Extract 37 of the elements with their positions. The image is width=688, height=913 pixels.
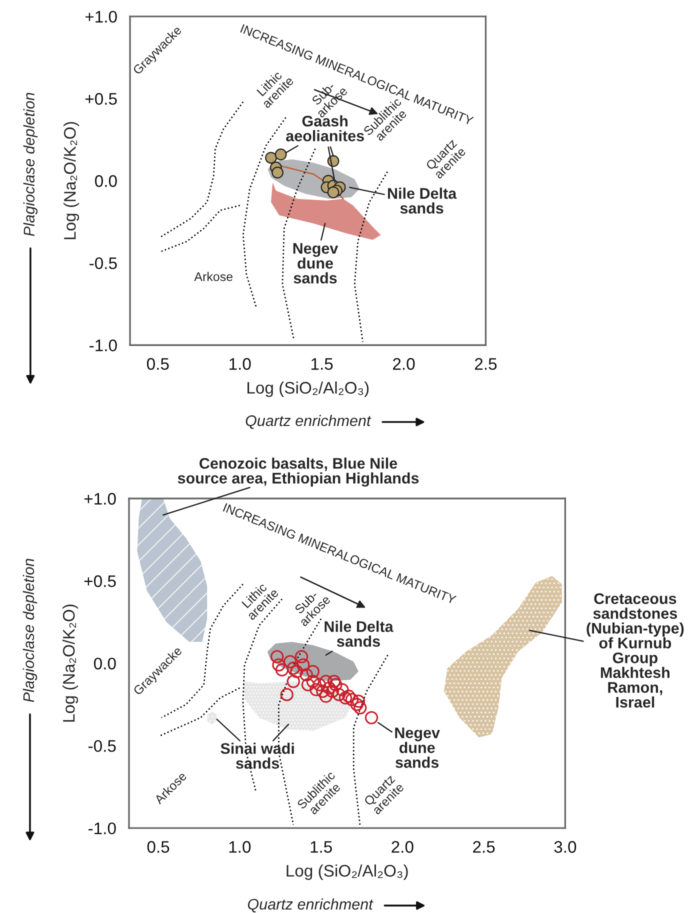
text: Cretaceous sandstones (Nubian-type) of Kurnub Group Makhtesh Ramon, Israel [586, 593, 684, 708]
x-tick-label: 1.5 [310, 841, 332, 853]
y-tick-label: +0.5 [85, 93, 117, 105]
y-tick-label: 0.0 [95, 175, 117, 187]
x-tick-label: 2.5 [473, 841, 495, 853]
x-tick-label: 0.5 [147, 841, 170, 853]
y-tick-label: +1.0 [85, 10, 117, 23]
y-axis-title: Log (Na₂O/K₂O) [64, 122, 80, 240]
annotation: Gaash aeolianites [286, 115, 364, 142]
x-tick-label: 1.5 [312, 358, 333, 370]
x-tick-label: 3.0 [554, 841, 576, 853]
x-axis-title: Log (SiO₂/Al₂O₃) [286, 864, 408, 880]
annotation: Sinai wadi sands [220, 742, 294, 769]
annotation: Nile Delta sands [388, 188, 457, 214]
x-tick-label: 1.0 [230, 358, 251, 370]
x-tick-label: 2.0 [392, 841, 414, 853]
x-axis-title: Log (SiO₂/Al₂O₃) [248, 381, 369, 398]
text: Quartz enrichment [248, 898, 374, 912]
text: Plagioclase depletion [22, 558, 38, 702]
y-tick-label: -0.5 [90, 257, 117, 270]
y-tick-label: -1.0 [88, 822, 116, 834]
y-tick-label: +0.5 [84, 575, 116, 588]
text: Quartz enrichment [246, 414, 372, 429]
y-tick-label: -1.0 [90, 340, 117, 352]
annotation: Negev dune sands [395, 728, 440, 768]
x-tick-label: 2.0 [393, 358, 415, 370]
y-tick-label: -0.5 [88, 740, 116, 752]
annotation: Arkose [194, 272, 233, 282]
text: Plagioclase depletion [23, 92, 38, 236]
x-tick-label: 1.0 [229, 841, 251, 853]
x-tick-label: 0.5 [146, 358, 169, 370]
x-tick-label: 2.5 [474, 358, 497, 370]
text: Cenozoic basalts, Blue Nile source area, Ethiopian Highlands [178, 458, 419, 487]
y-axis-title: Log (Na₂O/K₂O) [62, 604, 78, 722]
annotation: Negev dune sands [293, 243, 338, 284]
y-tick-label: +1.0 [84, 492, 116, 505]
y-tick-label: 0.0 [94, 658, 116, 670]
